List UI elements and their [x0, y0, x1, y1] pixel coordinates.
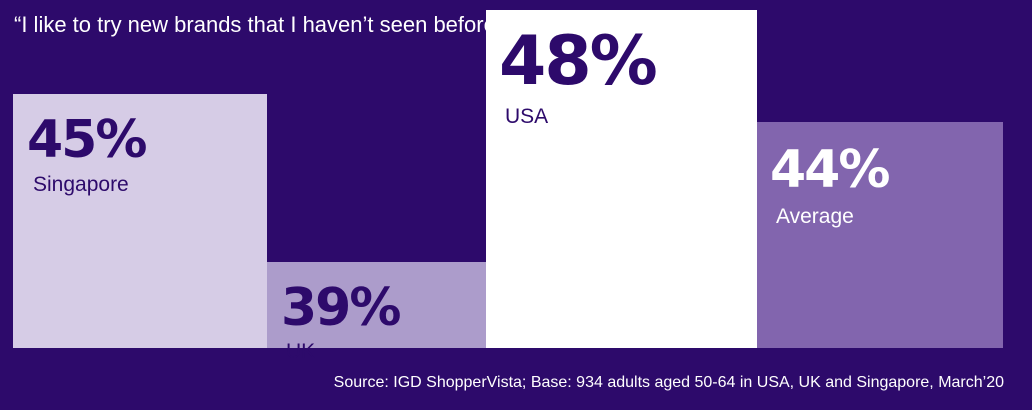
- value-label-singapore: 45%: [27, 110, 147, 170]
- value-label-usa: 48%: [499, 22, 658, 101]
- category-label-uk: UK: [286, 340, 316, 363]
- bar-usa: 48% USA: [486, 10, 757, 348]
- category-label-average: Average: [776, 205, 854, 228]
- source-note: Source: IGD ShopperVista; Base: 934 adul…: [333, 374, 1004, 391]
- bar-average: 44% Average: [757, 122, 1003, 348]
- chart-title: “I like to try new brands that I haven’t…: [14, 12, 504, 37]
- value-label-uk: 39%: [281, 278, 401, 338]
- bar-singapore: 45% Singapore: [13, 94, 267, 348]
- category-label-singapore: Singapore: [33, 173, 129, 196]
- bar-uk: 39% UK: [267, 262, 486, 362]
- category-label-usa: USA: [505, 105, 549, 128]
- value-label-average: 44%: [770, 140, 890, 200]
